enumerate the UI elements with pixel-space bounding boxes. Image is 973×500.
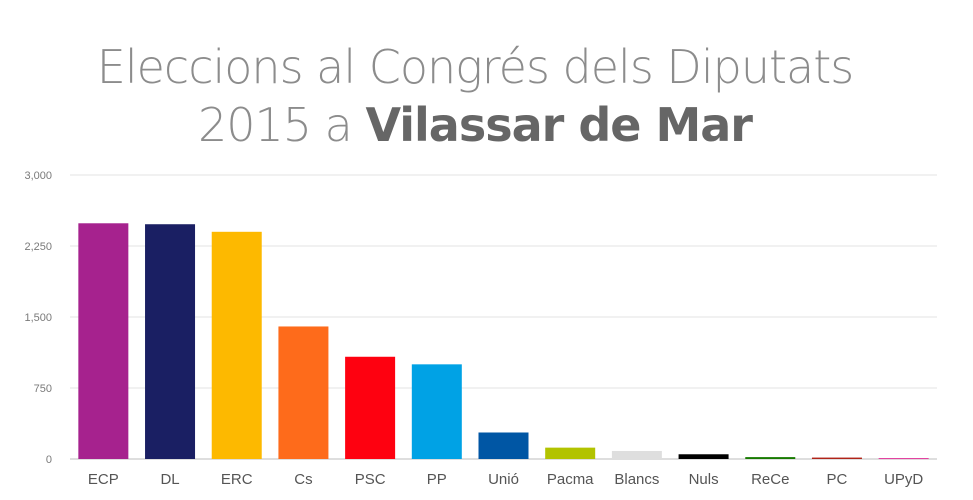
x-tick-label: PSC bbox=[355, 471, 386, 488]
bar bbox=[145, 224, 196, 459]
x-tick-label: Pacma bbox=[547, 471, 594, 488]
bar bbox=[478, 432, 529, 459]
bar bbox=[611, 450, 662, 459]
bar bbox=[78, 223, 129, 459]
y-tick-label: 2,250 bbox=[24, 241, 52, 253]
y-tick-label: 3,000 bbox=[24, 170, 52, 182]
x-tick-label: ECP bbox=[88, 471, 119, 488]
bar bbox=[278, 326, 329, 459]
x-tick-label: Nuls bbox=[689, 471, 719, 488]
x-tick-label: Cs bbox=[294, 471, 312, 488]
y-tick-label: 750 bbox=[34, 383, 52, 395]
bar bbox=[211, 231, 262, 459]
y-tick-label: 1,500 bbox=[24, 312, 52, 324]
x-tick-label: ERC bbox=[221, 471, 253, 488]
bar bbox=[745, 457, 796, 459]
x-tick-label: PC bbox=[827, 471, 848, 488]
bar bbox=[545, 447, 596, 459]
x-tick-label: PP bbox=[427, 471, 447, 488]
bar bbox=[878, 458, 929, 460]
title-line-2: 2015 a Vilassar de Mar bbox=[0, 96, 950, 154]
chart-title: Eleccions al Congrés dels Diputats 2015 … bbox=[0, 38, 950, 154]
bar bbox=[411, 364, 462, 459]
title-year: 2015 a bbox=[197, 98, 366, 152]
x-tick-label: Unió bbox=[488, 471, 519, 488]
title-line-1: Eleccions al Congrés dels Diputats bbox=[96, 40, 854, 94]
x-tick-label: UPyD bbox=[884, 471, 923, 488]
x-tick-label: DL bbox=[160, 471, 179, 488]
bar bbox=[678, 454, 729, 459]
bar bbox=[345, 356, 396, 459]
y-tick-label: 0 bbox=[46, 454, 52, 466]
bar bbox=[811, 457, 862, 459]
x-tick-label: ReCe bbox=[751, 471, 789, 488]
x-tick-label: Blancs bbox=[614, 471, 659, 488]
title-place: Vilassar de Mar bbox=[365, 98, 753, 152]
